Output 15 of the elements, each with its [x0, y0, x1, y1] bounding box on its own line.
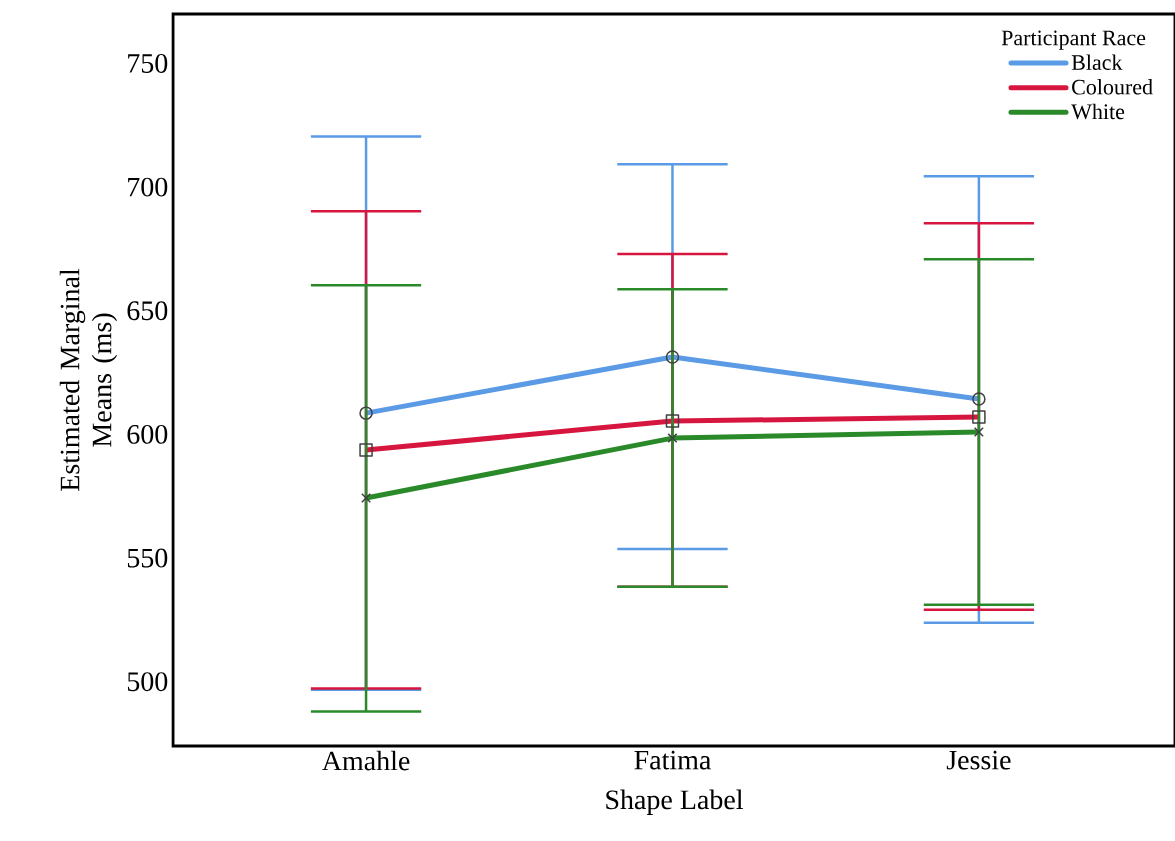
legend-label: Coloured [1072, 79, 1153, 95]
y-tick-label: 700 [128, 177, 168, 197]
x-tick-label: Amahle [322, 750, 410, 771]
y-tick-label: 600 [127, 424, 168, 444]
y-tick-label: 750 [128, 54, 168, 73]
legend-label: White [1071, 103, 1125, 120]
x-tick-label: Fatima [634, 750, 711, 770]
y-axis-title: Estimated Marginal Means (ms) [59, 268, 118, 491]
x-axis-title: Shape Label [606, 789, 744, 815]
x-tick-label: Jessie [946, 750, 1011, 770]
legend-label: Black [1071, 54, 1123, 70]
legend-title: Participant Race [1001, 30, 1146, 50]
y-tick-label: 650 [127, 301, 168, 321]
y-tick-label: 500 [127, 672, 168, 692]
y-tick-label: 550 [127, 548, 168, 568]
